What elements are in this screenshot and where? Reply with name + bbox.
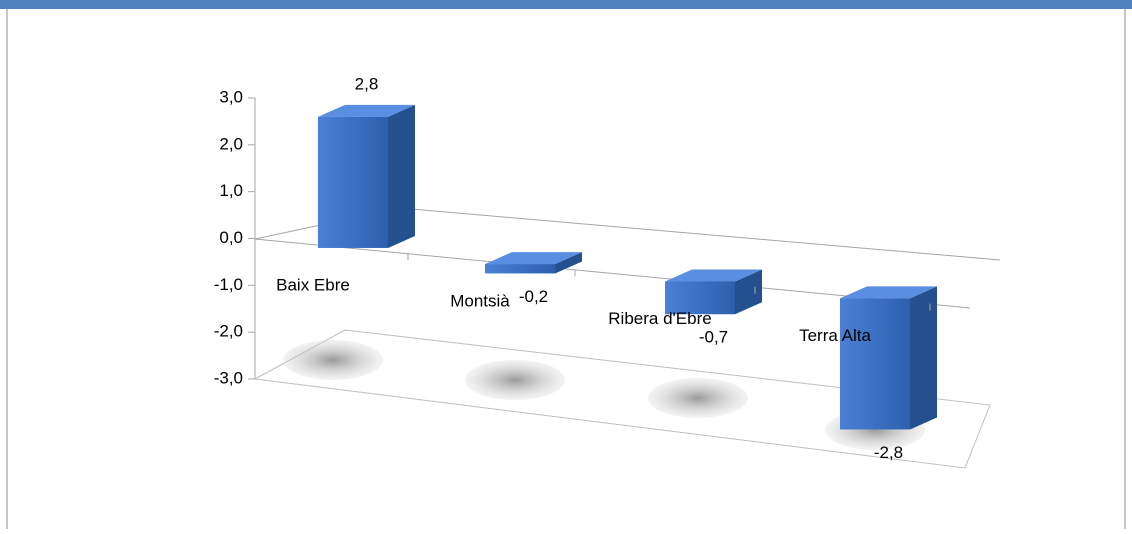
- bar: [840, 298, 910, 430]
- y-tick-label: 2,0: [219, 134, 243, 153]
- bar-shadow: [465, 360, 565, 400]
- x-tick-label: Montsià: [450, 292, 510, 311]
- bar-side: [555, 252, 582, 274]
- bar-top: [485, 252, 582, 265]
- value-label: -2,8: [874, 443, 903, 462]
- back-wall-zero: [399, 207, 1001, 261]
- bar: [485, 264, 555, 274]
- value-label: 2,8: [355, 74, 379, 93]
- bar-side: [910, 286, 937, 430]
- y-tick-label: -1,0: [214, 275, 243, 294]
- x-tick-label: Ribera d'Ebre: [608, 309, 711, 328]
- x-tick-label: Baix Ebre: [276, 275, 350, 294]
- top-band: [0, 0, 1132, 9]
- y-tick-label: 1,0: [219, 181, 243, 200]
- bar-top: [318, 104, 415, 117]
- x-tick-label: Terra Alta: [799, 326, 871, 345]
- value-label: -0,7: [699, 328, 728, 347]
- bar-shadow: [648, 378, 748, 418]
- bar-side: [735, 269, 762, 315]
- bar: [318, 116, 388, 248]
- y-tick-label: -3,0: [214, 368, 243, 387]
- y-tick-label: 3,0: [219, 87, 243, 106]
- bar-top: [665, 269, 762, 282]
- value-label: -0,2: [519, 287, 548, 306]
- bar-shadow: [283, 340, 383, 380]
- bar-side: [388, 104, 415, 248]
- y-tick-label: 0,0: [219, 228, 243, 247]
- y-tick-label: -2,0: [214, 322, 243, 341]
- bar: [665, 281, 735, 315]
- bar-top: [840, 286, 937, 299]
